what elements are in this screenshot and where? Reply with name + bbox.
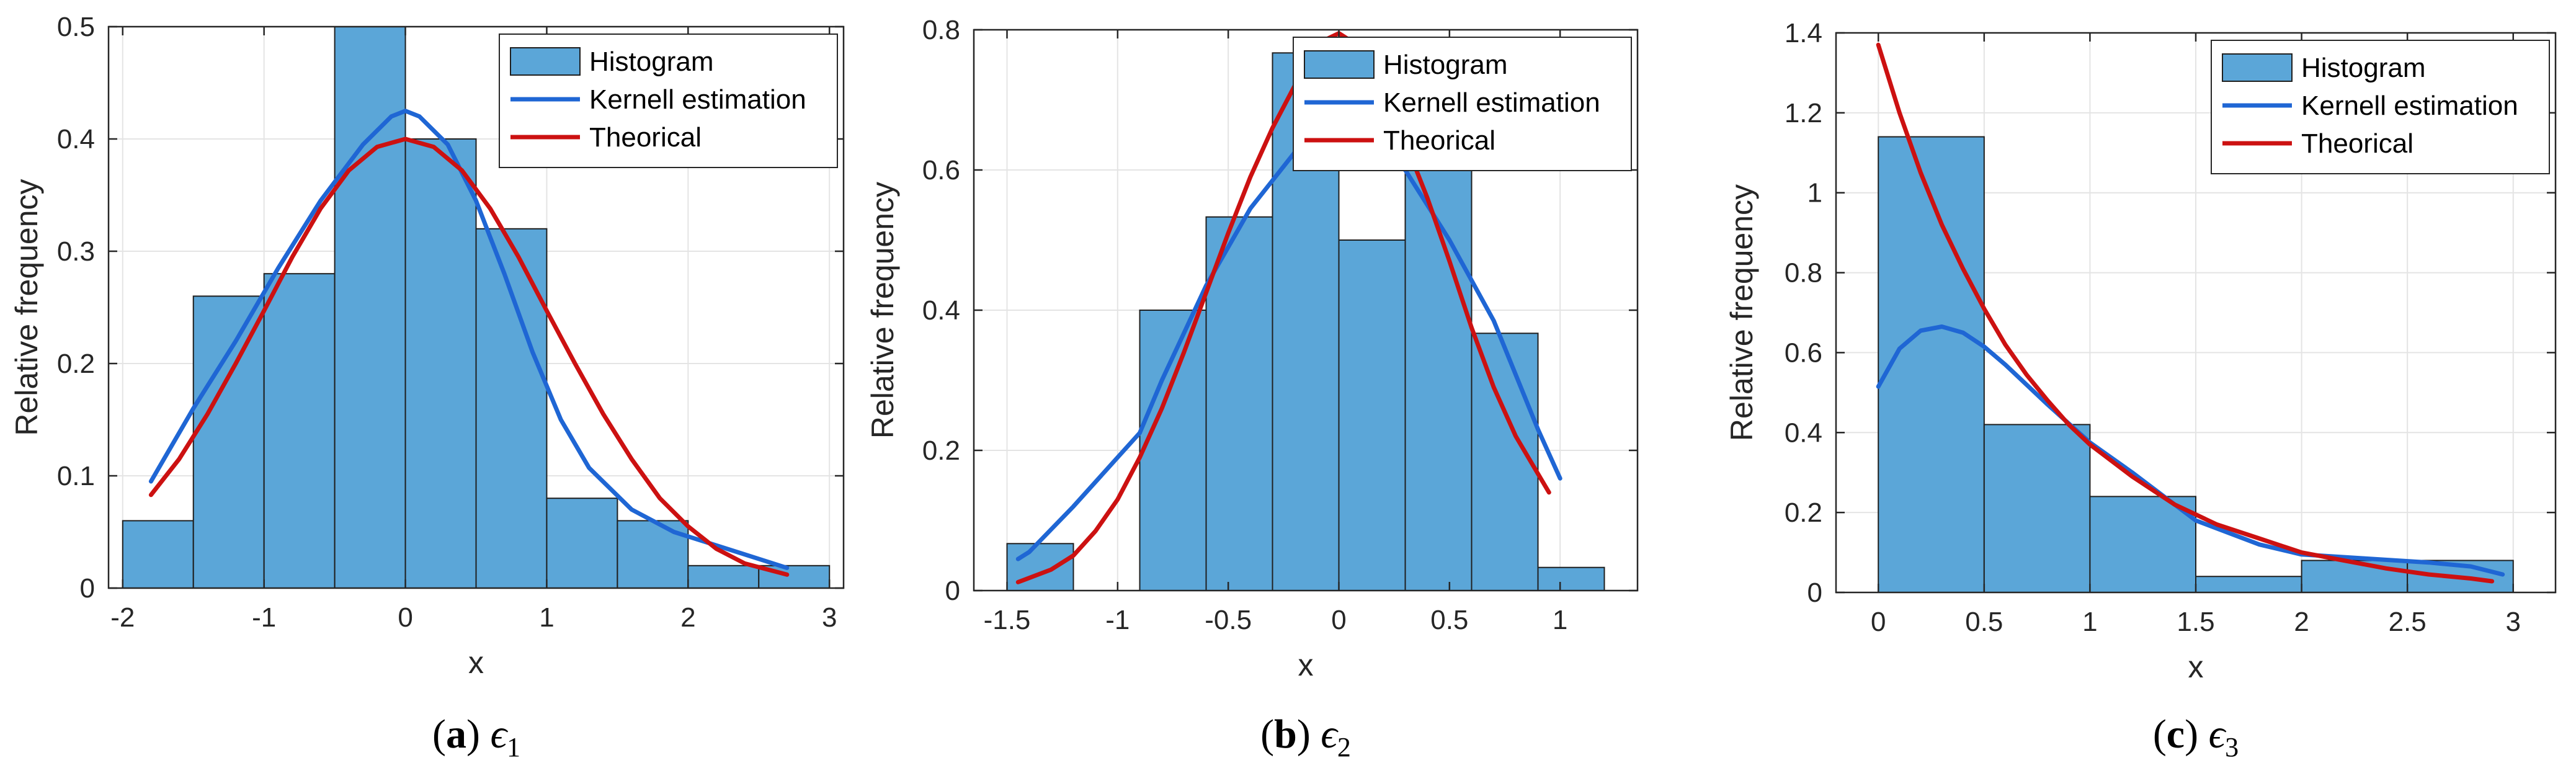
panel-caption: (c) ϵ3	[2153, 712, 2239, 762]
caption-subscript: 2	[1337, 732, 1351, 762]
x-axis-title: x	[468, 645, 484, 680]
legend-label: Kernell estimation	[2301, 91, 2518, 121]
y-tick-label: 1	[1807, 178, 1822, 208]
x-tick-label: -0.5	[1205, 605, 1252, 635]
panel-label: b	[1274, 712, 1297, 757]
x-tick-label: 2.5	[2389, 607, 2427, 637]
histogram-bar	[687, 565, 760, 589]
x-tick-label: 0	[398, 602, 412, 633]
panel-b: -1.5 -1 -0.5 0 0.5 1 0 0.2 0.4 0.6 0.8 x Relative fr…	[865, 15, 1639, 762]
histogram-bar	[1338, 239, 1406, 591]
x-axis-title: x	[1298, 648, 1314, 682]
y-tick-label: 0.2	[57, 349, 95, 379]
x-tick-label: 0	[1871, 607, 1886, 637]
y-tick-label: 0.8	[922, 15, 960, 45]
caption-symbol: ϵ	[1321, 712, 1339, 757]
x-tick-label: 1	[539, 602, 554, 633]
x-tick-label: 2	[680, 602, 695, 633]
y-tick-label: 0.4	[1785, 417, 1822, 448]
legend: Histogram Kernell estimation Theorical	[499, 33, 838, 168]
y-axis-title: Relative frequency	[9, 179, 44, 435]
histogram-bar	[1878, 136, 1985, 593]
legend-label: Kernell estimation	[1383, 87, 1600, 118]
x-tick-label: -2	[110, 602, 135, 633]
panel-label: a	[446, 712, 466, 757]
y-axis-title: Relative frequency	[865, 182, 900, 439]
legend-label: Histogram	[2301, 53, 2426, 83]
theoretical-line	[1876, 42, 2495, 584]
x-tick-label: 2	[2294, 607, 2309, 637]
panel-caption: (a) ϵ1	[432, 712, 520, 762]
histogram-bar	[546, 498, 618, 589]
y-axis-title: Relative frequency	[1724, 184, 1759, 441]
caption-symbol: ϵ	[490, 712, 508, 757]
x-tick-label: 1	[2082, 607, 2097, 637]
histogram-bar	[404, 138, 477, 589]
histogram-bar	[2089, 496, 2197, 593]
y-tick-label: 0.6	[922, 155, 960, 185]
x-tick-label: -1	[252, 602, 276, 633]
legend-label: Kernell estimation	[589, 84, 806, 115]
y-tick-label: 1.2	[1785, 98, 1822, 128]
histogram-bar	[1537, 566, 1605, 592]
histogram-bar	[475, 228, 548, 589]
legend-label: Theorical	[589, 122, 702, 153]
x-tick-label: 0.5	[1965, 607, 2003, 637]
legend: Histogram Kernell estimation Theorical	[2211, 40, 2550, 174]
histogram-bar	[2301, 560, 2409, 594]
axes-box	[107, 25, 845, 589]
y-tick-label: 0.8	[1785, 258, 1822, 288]
panel-c: 0 0.5 1 1.5 2 2.5 3 0 0.2 0.4 0.6 0.8 1 1.2 1.4 x Relati…	[1724, 18, 2557, 762]
histogram-bar	[263, 273, 336, 589]
caption-subscript: 1	[507, 732, 520, 762]
y-tick-label: 0.2	[922, 435, 960, 466]
histogram-bar	[1404, 99, 1473, 591]
legend-label: Histogram	[589, 47, 714, 77]
x-tick-label: 0	[1331, 605, 1346, 635]
y-tick-label: 1.4	[1785, 18, 1822, 48]
caption-symbol: ϵ	[2209, 712, 2227, 757]
legend: Histogram Kernell estimation Theorical	[1293, 37, 1632, 171]
panel-a: -2 -1 0 1 2 3 0 0.1 0.2 0.3 0.4 0.5 x Relative freque…	[9, 12, 845, 762]
histogram-bar	[192, 295, 265, 589]
panel-label: c	[2167, 712, 2185, 757]
y-tick-label: 0.2	[1785, 498, 1822, 528]
legend-swatch-histogram	[510, 47, 581, 76]
x-tick-label: 1	[1553, 605, 1567, 635]
y-tick-label: 0.3	[57, 236, 95, 267]
panel-caption: (b) ϵ2	[1260, 712, 1351, 762]
y-tick-label: 0	[945, 576, 960, 606]
theoretical-line	[1015, 31, 1551, 584]
x-tick-label: 1.5	[2177, 607, 2214, 637]
caption-subscript: 3	[2225, 732, 2239, 762]
histogram-bar	[122, 520, 194, 589]
x-axis-title: x	[2188, 650, 2204, 684]
x-tick-label: 0.5	[1430, 605, 1468, 635]
x-tick-label: -1	[1105, 605, 1130, 635]
histogram-bar	[2195, 576, 2302, 594]
legend-label: Histogram	[1383, 50, 1508, 80]
histogram-bar	[1205, 216, 1273, 591]
legend-swatch-histogram	[2222, 53, 2293, 82]
y-tick-label: 0.1	[57, 461, 95, 491]
y-tick-label: 0	[80, 573, 95, 604]
legend-label: Theorical	[1383, 125, 1495, 156]
legend-label: Theorical	[2301, 128, 2413, 159]
y-tick-label: 0.5	[57, 12, 95, 42]
y-tick-label: 0.6	[1785, 337, 1822, 368]
histogram-bar	[1471, 333, 1539, 591]
y-tick-label: 0.4	[57, 124, 95, 154]
theoretical-line	[148, 136, 790, 577]
x-tick-label: -1.5	[984, 605, 1031, 635]
legend-swatch-histogram	[1304, 50, 1375, 79]
histogram-bar	[1983, 424, 2091, 594]
x-tick-label: 3	[822, 602, 837, 633]
y-tick-label: 0.4	[922, 295, 960, 326]
y-tick-label: 0	[1807, 578, 1822, 608]
histogram-bar	[334, 26, 406, 589]
x-tick-label: 3	[2506, 607, 2521, 637]
